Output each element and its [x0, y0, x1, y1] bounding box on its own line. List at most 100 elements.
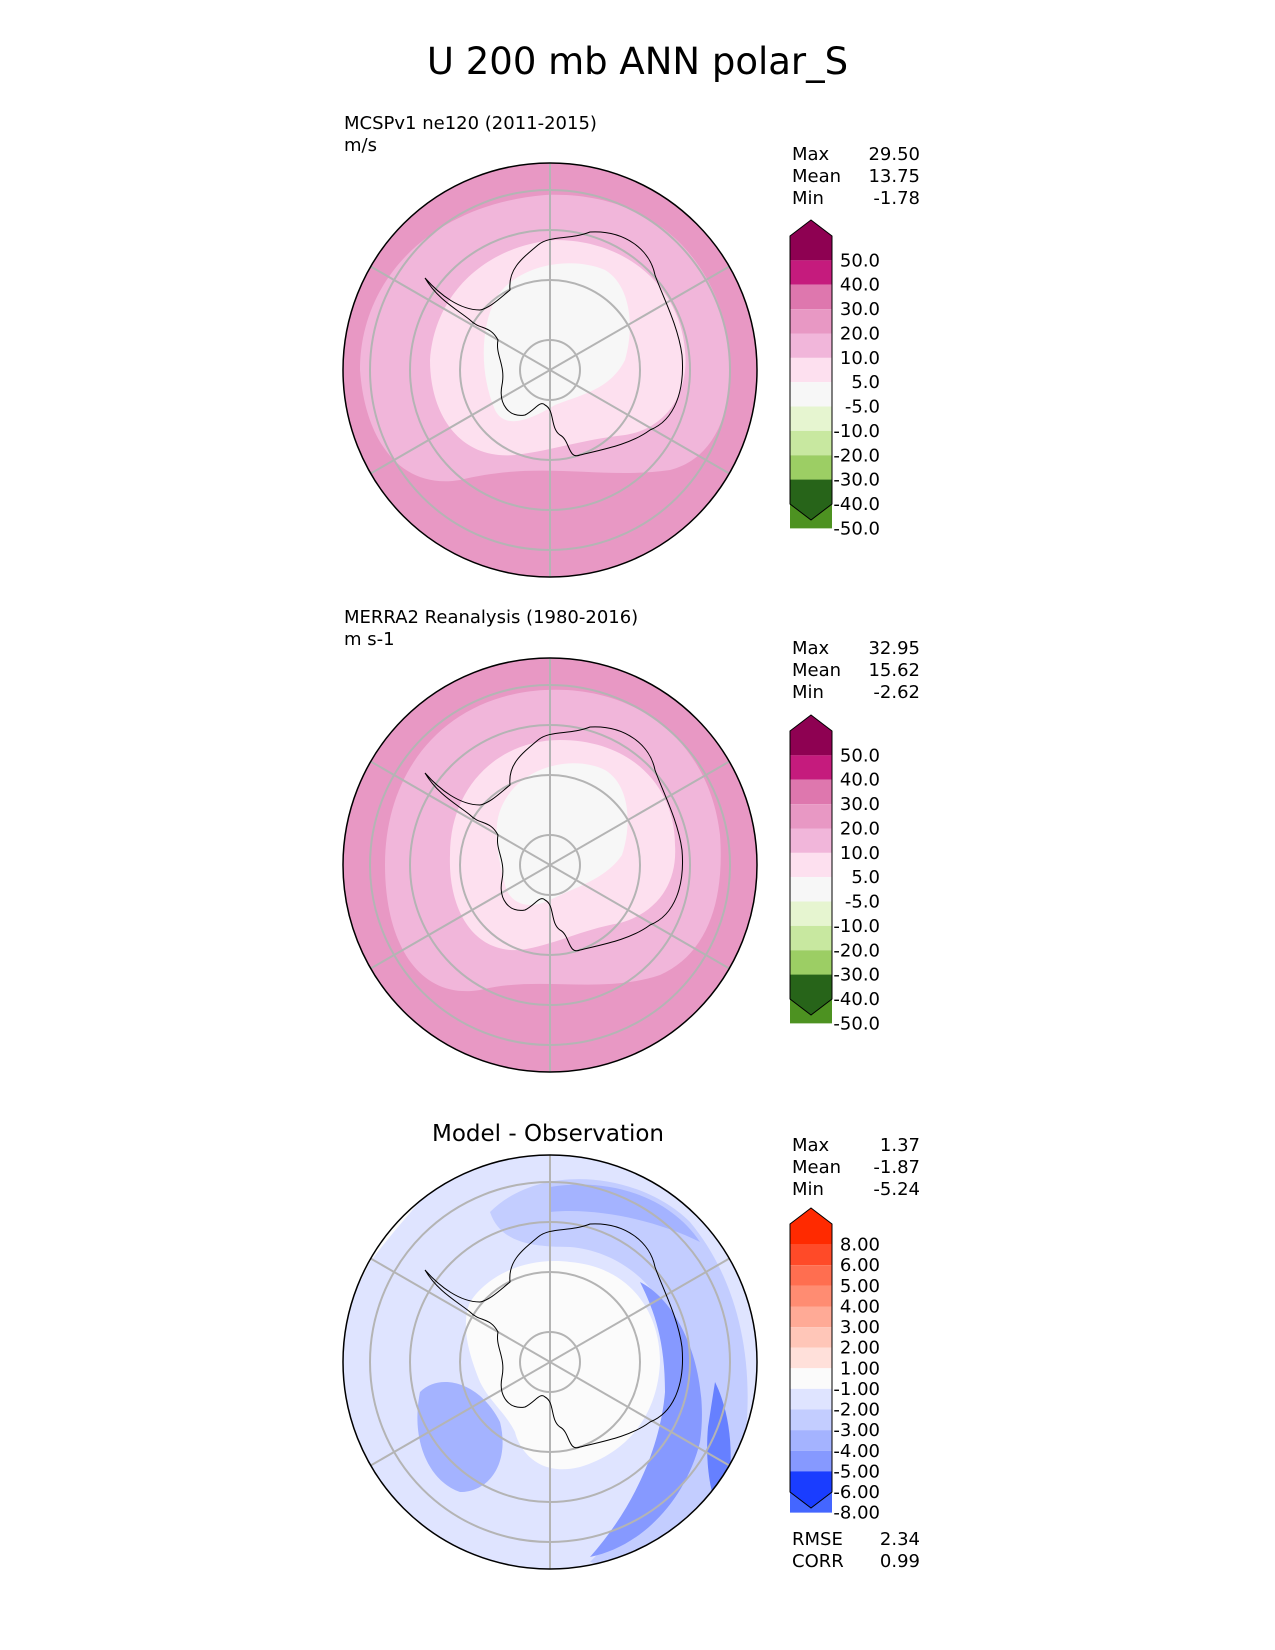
antarctica-coastline — [424, 231, 684, 457]
colorbar-bin — [790, 284, 832, 310]
colorbar-bin — [790, 877, 832, 902]
colorbar-outline — [789, 714, 833, 1016]
figure-title: U 200 mb ANN polar_S — [426, 40, 849, 83]
colorbar-bin — [790, 1347, 832, 1369]
stat-value: -1.78 — [873, 188, 920, 209]
panel-test-polar-map — [342, 162, 758, 578]
colorbar-tick-label: 40.0 — [840, 770, 880, 791]
graticule — [369, 1155, 731, 1569]
colorbar-bin — [790, 715, 832, 756]
diff-band-minus3-minus4 — [550, 1184, 700, 1242]
stat-label: Min — [792, 1179, 824, 1200]
graticule — [369, 658, 731, 1072]
colorbar-bin — [790, 1285, 832, 1307]
colorbar-tick-label: -8.00 — [833, 1503, 880, 1524]
colorbar-bin — [790, 1450, 832, 1472]
panel-reference-header: MERRA2 Reanalysis (1980-2016) m s-1 — [344, 607, 638, 651]
wind-band-near-zero — [483, 263, 630, 422]
colorbar-tick-label: -40.0 — [833, 989, 880, 1010]
antarctica-coastline — [424, 1223, 684, 1449]
colorbar-tick-label: -2.00 — [833, 1400, 880, 1421]
colorbar-tick-label: -1.00 — [833, 1379, 880, 1400]
panel-test-colorbar: 50.0 40.0 30.0 20.0 10.0 5.0 -5.0 -10.0 -20.0 -30… — [789, 219, 880, 539]
colorbar-tick-label: -50.0 — [833, 1013, 880, 1034]
stat-label: Min — [792, 188, 824, 209]
colorbar-tick-label: -20.0 — [833, 445, 880, 466]
colorbar-tick-label: -50.0 — [833, 518, 880, 539]
colorbar-tick-label: 5.00 — [840, 1276, 880, 1297]
map-boundary — [342, 1154, 758, 1570]
panel-diff-polar-map — [342, 1154, 758, 1570]
colorbar-bin — [790, 309, 832, 334]
panel-test-stats: Max 29.50 Mean 13.75 Min -1.78 — [792, 144, 920, 210]
stat-value: -1.87 — [873, 1157, 920, 1178]
colorbar-tick-label: 50.0 — [840, 250, 880, 271]
colorbar-bin — [790, 357, 832, 383]
stat-value: 32.95 — [868, 638, 920, 659]
map-boundary — [342, 162, 758, 578]
colorbar-tick-label: 4.00 — [840, 1296, 880, 1317]
colorbar-tick-label: 40.0 — [840, 275, 880, 296]
colorbar-tick-label: -6.00 — [833, 1482, 880, 1503]
colorbar-bin — [790, 1471, 832, 1508]
colorbar-tick-label: 5.0 — [851, 867, 880, 888]
colorbar-tick-label: 2.00 — [840, 1338, 880, 1359]
colorbar-bin — [790, 828, 832, 853]
colorbar-tick-label: 8.00 — [840, 1235, 880, 1256]
colorbar-bin — [790, 901, 832, 926]
colorbar-bin — [790, 1388, 832, 1410]
colorbar-bin — [790, 950, 832, 975]
colorbar-tick-label: -5.0 — [845, 892, 880, 913]
stat-label: Mean — [792, 660, 842, 681]
colorbar-bin — [790, 974, 832, 1015]
colorbar-tick-label: 10.0 — [840, 348, 880, 369]
panel-reference-stats: Max 32.95 Mean 15.62 Min -2.62 — [792, 638, 920, 704]
stat-label: Max — [792, 144, 830, 165]
colorbar-bin — [790, 1430, 832, 1451]
graticule — [369, 163, 731, 577]
panel-test-header: MCSPv1 ne120 (2011-2015) m/s — [344, 113, 597, 157]
colorbar-bin — [790, 852, 832, 878]
stat-value: 29.50 — [868, 144, 920, 165]
stat-value: -5.24 — [873, 1179, 920, 1200]
panel-reference-units: m s-1 — [344, 629, 395, 650]
colorbar-bin — [790, 382, 832, 407]
colorbar-bin — [790, 925, 832, 951]
colorbar-outline — [789, 1207, 833, 1509]
colorbar-tick-label: 30.0 — [840, 299, 880, 320]
metric-value: 2.34 — [879, 1529, 920, 1550]
colorbar-tick-label: 3.00 — [840, 1317, 880, 1338]
colorbar-tick-label: 6.00 — [840, 1255, 880, 1276]
stat-label: Mean — [792, 166, 842, 187]
colorbar-tick-label: -10.0 — [833, 421, 880, 442]
stat-value: -2.62 — [873, 682, 920, 703]
colorbar-outline — [789, 219, 833, 521]
colorbar-tick-label: -30.0 — [833, 470, 880, 491]
colorbar-bin — [790, 260, 832, 285]
panel-diff-stats: Max 1.37 Mean -1.87 Min -5.24 — [792, 1135, 920, 1201]
map-boundary — [342, 657, 758, 1073]
colorbar-bin — [790, 430, 832, 456]
metric-label: RMSE — [792, 1529, 843, 1550]
colorbar-bin — [790, 220, 832, 261]
colorbar-tick-label: 50.0 — [840, 745, 880, 766]
colorbar-bin — [790, 804, 832, 829]
colorbar-bin — [790, 1409, 832, 1431]
colorbar-bin — [790, 1368, 832, 1389]
colorbar-bin — [790, 1306, 832, 1328]
diff-band-minus4-minus5 — [590, 1282, 702, 1557]
colorbar-bin — [790, 1265, 832, 1286]
colorbar-tick-label: 30.0 — [840, 794, 880, 815]
stat-value: 13.75 — [868, 166, 920, 187]
wind-band-near-zero — [496, 763, 628, 905]
colorbar-tick-label: -3.00 — [833, 1420, 880, 1441]
colorbar-tick-label: 20.0 — [840, 818, 880, 839]
stat-label: Mean — [792, 1157, 842, 1178]
panel-diff-metrics: RMSE 2.34 CORR 0.99 — [792, 1529, 920, 1573]
colorbar-tick-label: -30.0 — [833, 965, 880, 986]
colorbar-bin — [790, 1208, 832, 1245]
colorbar-tick-label: 5.0 — [851, 372, 880, 393]
stat-label: Max — [792, 1135, 830, 1156]
antarctica-coastline — [424, 726, 684, 952]
diff-band-minus3-minus4-west — [417, 1382, 503, 1492]
